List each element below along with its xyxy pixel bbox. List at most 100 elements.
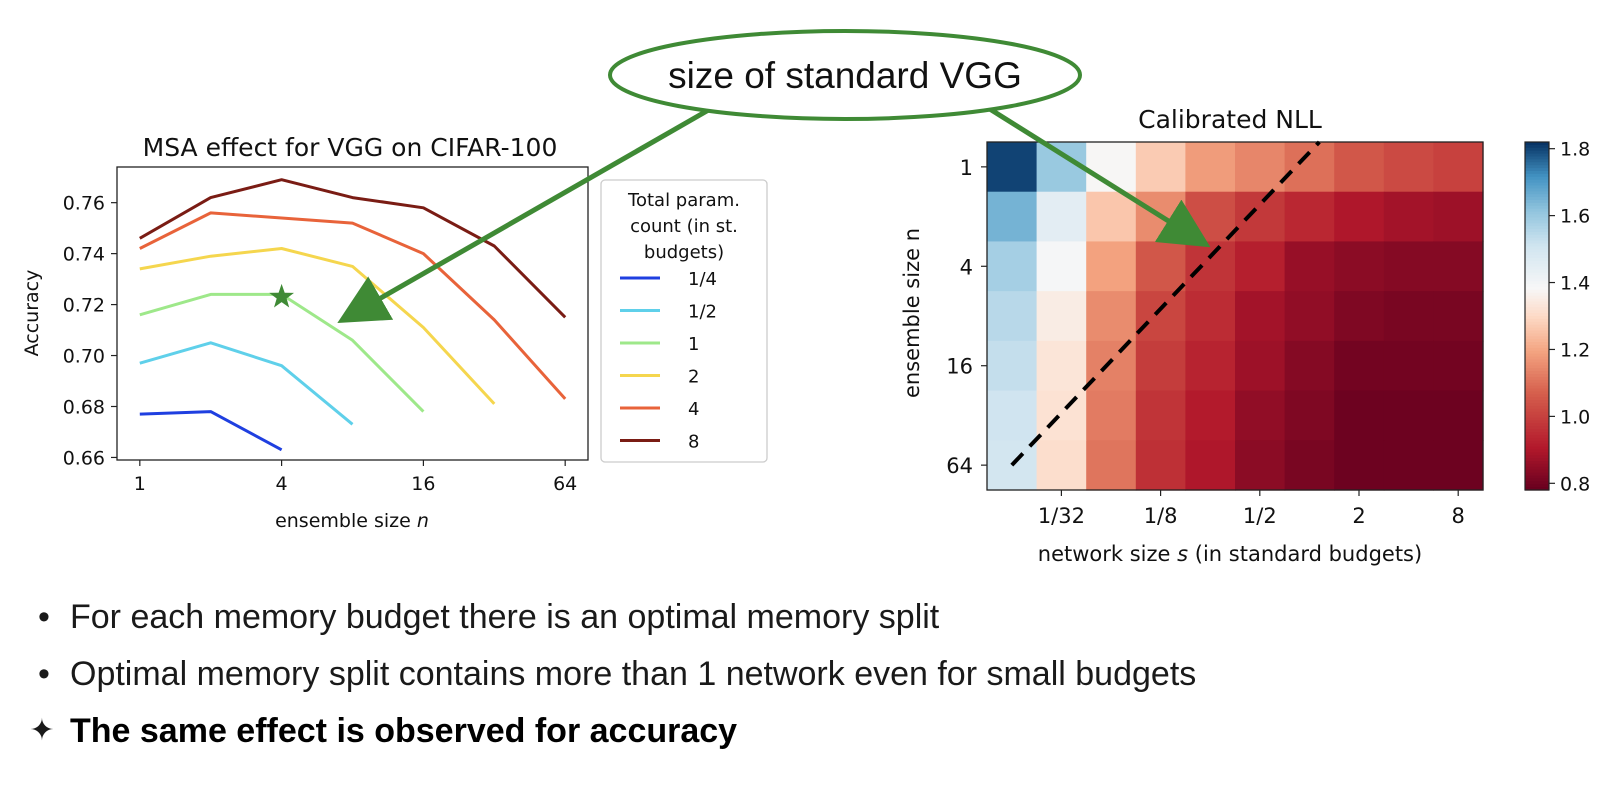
colorbar-strip [1525,403,1549,407]
bullet-marker: • [38,655,50,693]
colorbar-strip [1525,301,1549,305]
colorbar-strip [1525,420,1549,424]
line-chart-y-axis-label: Accuracy [21,270,43,357]
colorbar-strip [1525,223,1549,227]
colorbar-strip [1525,391,1549,395]
x-tick-label: 1/2 [1243,504,1277,528]
y-tick-label: 16 [946,355,973,379]
heatmap-cell [1433,440,1484,491]
heatmap-cell [1036,241,1087,292]
colorbar-strip [1525,475,1549,479]
heatmap-cell [1036,340,1087,392]
legend-label: 2 [688,367,699,388]
colorbar-strip [1525,289,1549,294]
colorbar-strip [1525,382,1549,387]
colorbar-strip [1525,400,1549,404]
series-line-1-2 [139,341,354,426]
heatmap-cell [1383,142,1434,193]
colorbar-strip [1525,414,1549,419]
colorbar-frame [1524,141,1550,491]
colorbar-strip [1525,191,1549,195]
colorbar-strip [1525,243,1549,247]
colorbar-strip [1525,168,1549,172]
colorbar-strip [1525,266,1549,271]
line-chart-legend: Total param. count (in st. budgets) 1/4 1/2… [600,179,768,463]
heatmap-cell [1284,241,1335,292]
colorbar-strip [1525,423,1549,427]
colorbar-strip [1525,292,1549,297]
heatmap-cell [1235,291,1286,342]
y-tick-label: 0.66 [63,447,105,469]
heatmap-cell [987,390,1038,441]
colorbar-strip [1525,452,1549,456]
y-tick-label: 0.72 [63,295,105,317]
heatmap-cell [1135,340,1186,392]
colorbar-strip [1525,374,1549,378]
line-chart-star-marker [269,283,294,308]
x-tick-label: 4 [276,473,288,495]
colorbar-strip [1525,388,1549,392]
colorbar-strip [1525,449,1549,453]
colorbar-strip [1525,336,1549,340]
series-line-1-4 [139,410,283,452]
y-tick-label: 4 [960,255,973,279]
colorbar-strip [1525,365,1549,369]
bullet-item: • Optimal memory split contains more tha… [18,649,1598,706]
heatmap-cell [1284,340,1335,392]
colorbar-strip [1525,202,1549,207]
star-icon [269,283,294,308]
colorbar-strip [1525,411,1549,416]
colorbar-strip [1525,226,1549,230]
legend-label: 1/4 [688,269,717,290]
legend-label: 1/2 [688,302,717,323]
colorbar-strip [1525,368,1549,372]
colorbar-strip [1525,463,1549,468]
colorbar-strip [1525,258,1549,262]
legend-title: Total param. count (in st. budgets) [627,190,740,263]
callout-arrow-right [983,103,1211,248]
callout-arrow-left [337,105,714,323]
legend-label: 1 [688,334,699,355]
line-chart-x-axis-label: ensemble size n [275,510,429,532]
heatmap-cell [1135,241,1186,292]
colorbar-strip [1525,426,1549,430]
heatmap-cell [987,142,1038,193]
colorbar-strip [1525,240,1549,245]
heatmap-cell [1334,440,1385,491]
heatmap-cell [1086,340,1137,392]
colorbar-strip [1525,252,1549,256]
line-chart-series [139,178,567,452]
colorbar-strip [1525,417,1549,421]
legend-label: 4 [688,399,699,420]
legend-title-line: budgets) [644,242,724,263]
heatmap-cell [1433,340,1484,392]
colorbar-strip [1525,324,1549,329]
colorbar-strip [1525,214,1549,218]
colorbar-strip [1525,397,1549,401]
bullet-marker: • [38,598,50,636]
heatmap-cell [1284,291,1335,342]
colorbar-strip [1525,194,1549,198]
colorbar-strip [1525,461,1549,465]
heatmap-cell [1185,291,1236,342]
y-tick-label: 0.68 [63,396,105,418]
colorbar-strip [1525,208,1549,213]
heatmap-cell [1086,291,1137,342]
colorbar-strip [1525,246,1549,250]
heatmap-cell [987,340,1038,392]
colorbar-strip [1525,327,1549,332]
heatmap-cell [1086,390,1137,441]
colorbar-strip [1525,269,1549,274]
colorbar-strip [1525,347,1549,352]
accuracy-line-chart: MSA effect for VGG on CIFAR-100 Accuracy… [21,133,589,532]
heatmap-cell [1433,142,1484,193]
heatmap-cell [1383,390,1434,441]
colorbar-strip [1525,458,1549,462]
colorbar-strip [1525,379,1549,384]
colorbar-strip [1525,144,1549,149]
colorbar-strip [1525,313,1549,317]
colorbar-strip [1525,437,1549,442]
colorbar-strip [1525,487,1549,491]
colorbar-strip [1525,249,1549,253]
